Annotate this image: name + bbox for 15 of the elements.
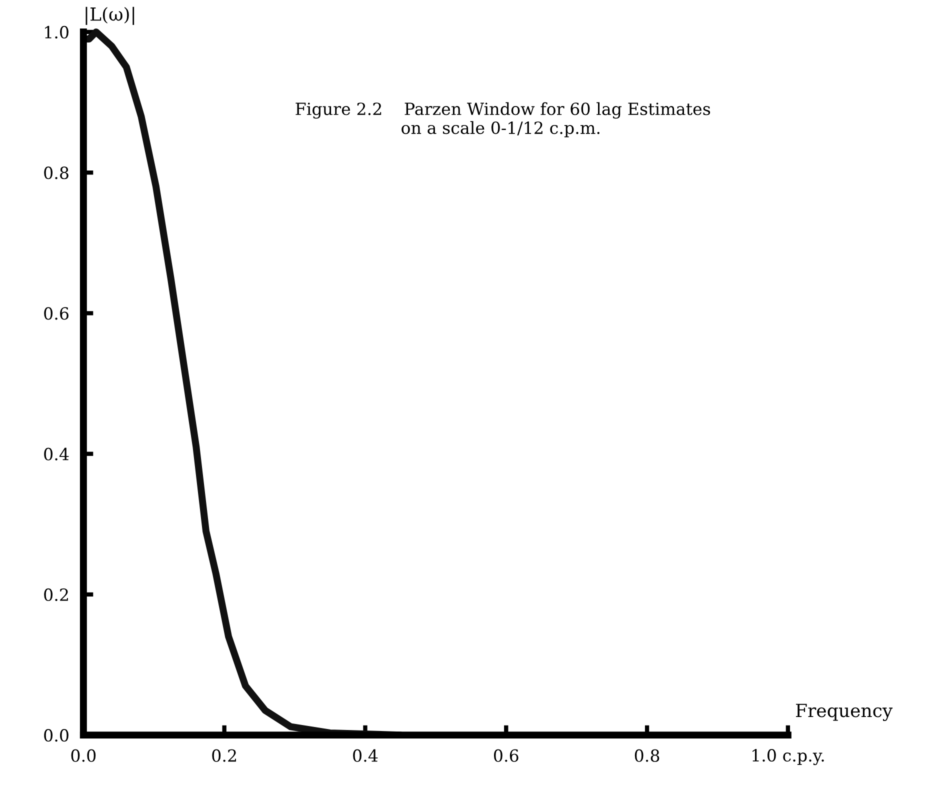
x-tick-label: 0.8 (634, 749, 660, 762)
x-tick-label: 0.0 (71, 749, 96, 762)
x-tick-label: 0.4 (353, 749, 378, 762)
x-axis-title: Frequency (796, 704, 893, 722)
y-axis-title: |L(ω)| (86, 6, 134, 25)
text: Figure 2.2 Parzen Window for 60 lag Estimates on a scale 0-1/12 c.p.m. (296, 102, 710, 138)
y-tick-label: 0.4 (44, 448, 69, 460)
y-tick-label: 1.0 (45, 26, 68, 39)
x-tick-label: 0.6 (494, 749, 518, 762)
y-tick-label: 0.8 (44, 166, 68, 180)
y-tick-label: 0.6 (44, 307, 68, 320)
x-tick-label: 0.2 (212, 749, 236, 762)
x-tick-label: 1.0 c.p.y. (752, 749, 824, 766)
y-tick-label: 0.0 (44, 729, 68, 742)
y-tick-label: 0.2 (44, 588, 68, 602)
